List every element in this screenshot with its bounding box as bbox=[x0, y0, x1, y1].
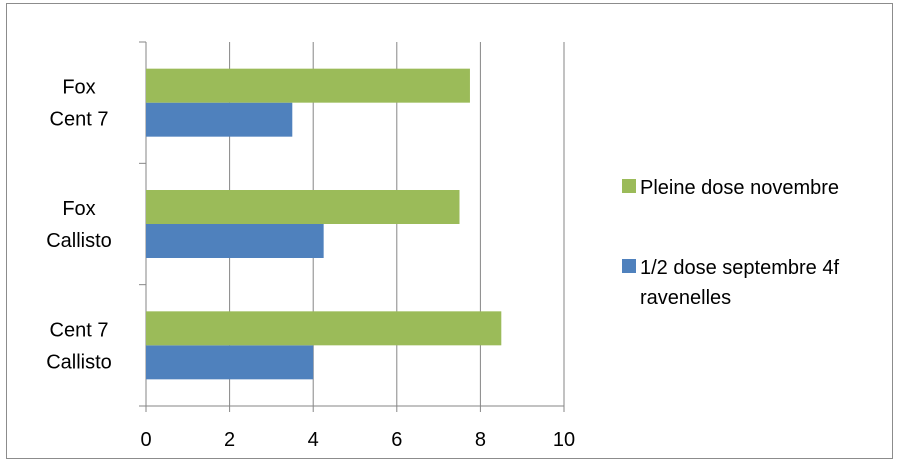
category-label: Cent 7 bbox=[50, 319, 109, 341]
category-label: Fox bbox=[62, 77, 95, 99]
bar bbox=[146, 190, 460, 224]
x-tick-label: 2 bbox=[224, 429, 235, 451]
legend: Pleine dose novembre 1/2 dose septembre 4… bbox=[622, 177, 839, 309]
bar bbox=[146, 311, 502, 346]
legend-label: 1/2 dose septembre 4f bbox=[640, 257, 839, 279]
bar bbox=[146, 224, 324, 258]
legend-swatch bbox=[622, 259, 636, 273]
bars bbox=[146, 68, 502, 380]
category-label: Callisto bbox=[46, 351, 112, 373]
legend-swatch bbox=[622, 179, 636, 193]
category-label: Cent 7 bbox=[50, 109, 109, 131]
legend-label: Pleine dose novembre bbox=[640, 177, 839, 199]
x-tick-label: 8 bbox=[475, 429, 486, 451]
bar bbox=[146, 345, 314, 380]
bar bbox=[146, 102, 293, 137]
x-tick-label: 6 bbox=[391, 429, 402, 451]
tick-labels: 0 2 4 6 8 10 bbox=[140, 429, 575, 451]
x-tick-label: 4 bbox=[308, 429, 319, 451]
category-label: Fox bbox=[62, 198, 95, 220]
bar bbox=[146, 68, 470, 103]
legend-label: ravenelles bbox=[640, 287, 731, 309]
x-tick-label: 10 bbox=[553, 429, 575, 451]
x-tick-label: 0 bbox=[140, 429, 151, 451]
category-label: Callisto bbox=[46, 230, 112, 252]
category-labels: Cent 7 Callisto Fox Callisto Fox Cent 7 bbox=[46, 77, 112, 374]
